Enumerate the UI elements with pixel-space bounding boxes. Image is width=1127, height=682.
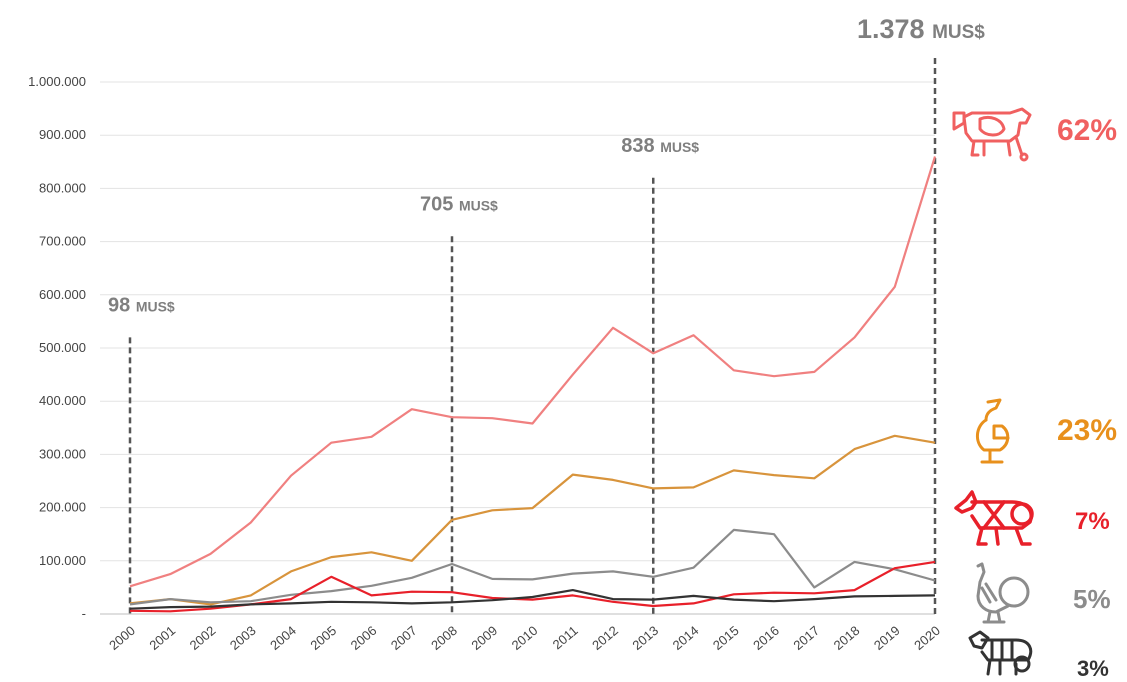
x-tick-label: 2000 xyxy=(106,623,138,653)
annotation-label: 1.378 MUS$ xyxy=(857,14,985,44)
legend-label-poultry: 23% xyxy=(1057,414,1118,447)
annotation-label: 705 MUS$ xyxy=(420,193,498,215)
annotation-unit: MUS$ xyxy=(660,139,699,155)
cow-icon xyxy=(952,107,1032,162)
series-line-1 xyxy=(129,156,937,588)
x-tick-label: 2018 xyxy=(831,623,863,653)
x-tick-label: 2008 xyxy=(428,623,460,653)
x-tick-label: 2019 xyxy=(871,623,903,653)
pig-icon xyxy=(954,490,1034,546)
annotation-value: 98 xyxy=(108,294,136,316)
sheep-icon xyxy=(968,630,1033,676)
annotation-unit: MUS$ xyxy=(136,298,175,314)
annotation-unit: MUS$ xyxy=(932,22,985,43)
y-tick-label: 500.000 xyxy=(39,340,86,355)
series-line-4 xyxy=(129,560,936,613)
series-line-2 xyxy=(129,434,936,606)
legend-label-turkey: 5% xyxy=(1073,584,1111,614)
x-tick-label: 2003 xyxy=(227,623,259,653)
x-tick-label: 2014 xyxy=(670,623,702,653)
x-tick-label: 2013 xyxy=(629,623,661,653)
x-tick-label: 2020 xyxy=(911,623,943,653)
series-line-5 xyxy=(129,588,936,610)
x-tick-label: 2015 xyxy=(710,623,742,653)
x-tick-label: 2016 xyxy=(750,623,782,653)
grid-lines xyxy=(100,81,935,615)
x-tick-label: 2005 xyxy=(307,623,339,653)
legend-label-sheep: 3% xyxy=(1077,656,1109,681)
annotations: 98 MUS$705 MUS$838 MUS$1.378 MUS$ xyxy=(108,14,985,614)
turkey-icon xyxy=(976,562,1030,624)
annotation-label: 838 MUS$ xyxy=(621,135,699,157)
series-line-3 xyxy=(129,528,936,606)
annotation-label: 98 MUS$ xyxy=(108,294,175,316)
chicken-icon xyxy=(976,398,1010,464)
y-tick-label: 400.000 xyxy=(39,393,86,408)
series-lines xyxy=(129,156,937,613)
annotation-unit: MUS$ xyxy=(459,197,498,213)
legend-label-beef: 62% xyxy=(1057,114,1118,147)
x-tick-label: 2007 xyxy=(388,623,420,653)
x-tick-label: 2009 xyxy=(468,623,500,653)
y-tick-label: 900.000 xyxy=(39,127,86,142)
y-tick-label: 700.000 xyxy=(39,234,86,249)
x-axis: 2000 2001 2002 2003 2004 2005 2006 2007 2008 2009… xyxy=(106,623,943,653)
x-tick-label: 2001 xyxy=(146,623,178,653)
legend-label-pork: 7% xyxy=(1075,508,1110,535)
y-tick-label: 600.000 xyxy=(39,287,86,302)
annotation-value: 838 xyxy=(621,135,660,157)
x-tick-label: 2012 xyxy=(589,623,621,653)
x-tick-label: 2006 xyxy=(348,623,380,653)
y-tick-label: 200.000 xyxy=(39,500,86,515)
y-tick-label: - xyxy=(82,606,86,621)
y-axis: - 100.000 200.000 300.000 400.000 500.000 600.… xyxy=(28,74,86,621)
x-tick-label: 2004 xyxy=(267,623,299,653)
annotation-value: 1.378 xyxy=(857,14,932,44)
y-tick-label: 100.000 xyxy=(39,553,86,568)
y-tick-label: 800.000 xyxy=(39,180,86,195)
y-tick-label: 1.000.000 xyxy=(28,74,86,89)
annotation-value: 705 xyxy=(420,193,459,215)
y-tick-label: 300.000 xyxy=(39,446,86,461)
x-tick-label: 2011 xyxy=(550,623,581,652)
x-tick-label: 2017 xyxy=(790,623,822,653)
x-tick-label: 2010 xyxy=(509,623,541,653)
x-tick-label: 2002 xyxy=(187,623,219,653)
